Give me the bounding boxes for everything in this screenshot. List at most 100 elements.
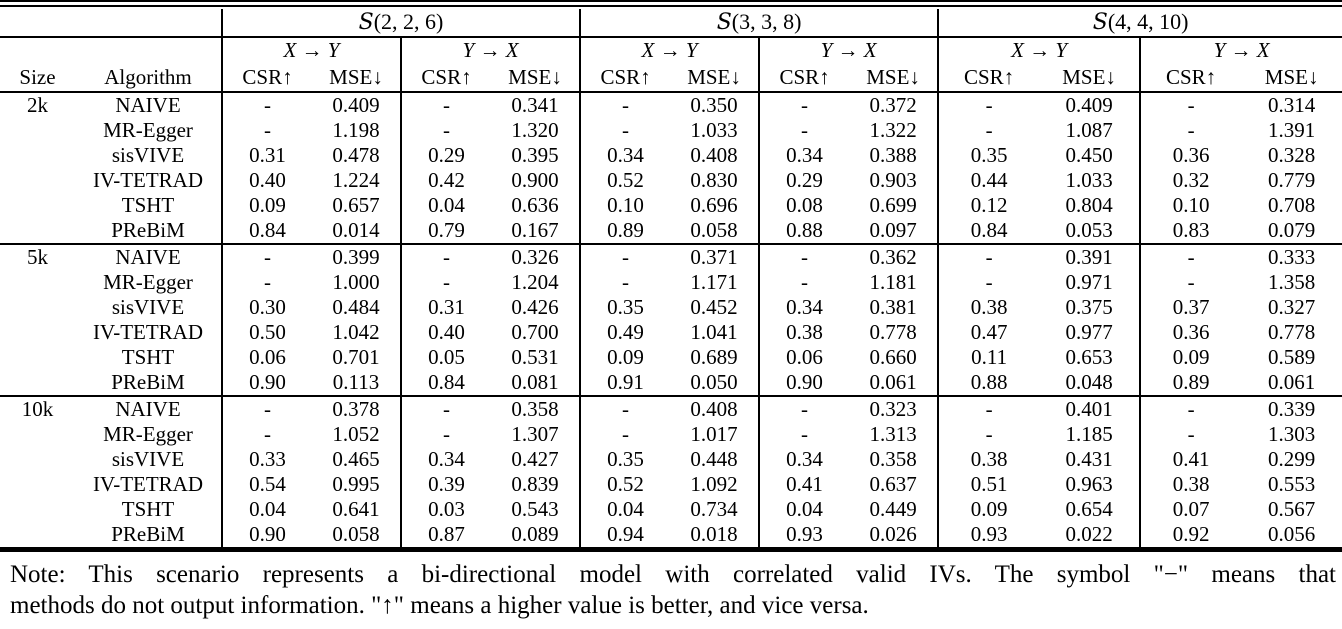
mse-cell: 0.900 — [511, 168, 559, 192]
mse-cell: 0.804 — [1065, 193, 1113, 217]
csr-cell: 0.07 — [1139, 497, 1242, 522]
mse-cell: 0.314 — [1267, 93, 1316, 117]
csr-cell: 0.05 — [400, 345, 491, 370]
mse-cell: 0.431 — [1065, 447, 1113, 471]
mse-cell: 0.050 — [670, 370, 760, 397]
table-row: MR-Egger -1.000-1.204-1.171-1.181-0.971-1… — [0, 270, 1342, 295]
mse-cell: 0.089 — [491, 522, 581, 549]
csr-cell: 0.11 — [937, 345, 1040, 370]
mse-cell: 0.903 — [869, 168, 917, 192]
csr-cell: 0.04 — [758, 497, 850, 522]
csr-cell: - — [937, 118, 1040, 143]
algorithm-cell: TSHT — [121, 345, 175, 369]
algorithm-cell: TSHT — [121, 497, 175, 521]
algorithm-cell: sisVIVE — [111, 447, 185, 471]
mse-cell: 0.654 — [1065, 497, 1113, 521]
mse-cell: 0.097 — [849, 218, 939, 245]
table-row: PReBiM 0.90 0.058 0.87 0.089 0.94 0.018 0.93 0.0… — [0, 522, 1342, 549]
size-cell — [0, 118, 75, 143]
csr-cell: - — [1139, 92, 1242, 118]
csr-cell: 0.42 — [400, 168, 491, 193]
csr-cell: - — [1139, 396, 1242, 422]
mse-cell: 0.399 — [332, 245, 380, 269]
mse-cell: 0.058 — [312, 522, 401, 549]
csr-cell: 0.06 — [221, 345, 312, 370]
csr-cell: 0.09 — [937, 497, 1040, 522]
csr-cell: 0.03 — [400, 497, 491, 522]
csr-cell: 0.09 — [1139, 345, 1242, 370]
csr-cell: - — [400, 270, 491, 295]
mse-cell: 0.830 — [690, 168, 738, 192]
mse-header: MSE↓ — [670, 63, 760, 93]
size-cell: 10k — [21, 397, 54, 421]
csr-cell: 0.84 — [221, 218, 312, 245]
algorithm-cell: sisVIVE — [111, 295, 185, 319]
size-cell — [0, 522, 75, 549]
mse-cell: 0.839 — [511, 472, 559, 496]
csr-cell: 0.40 — [221, 168, 312, 193]
mse-cell: 0.395 — [511, 143, 559, 167]
csr-cell: 0.93 — [758, 522, 850, 549]
mse-cell: 1.042 — [332, 320, 380, 344]
mse-cell: 0.339 — [1267, 397, 1316, 421]
direction-header-xy: X → Y — [579, 37, 760, 63]
mse-cell: 0.450 — [1065, 143, 1113, 167]
algorithm-column-header: Algorithm — [75, 63, 222, 93]
mse-cell: 1.391 — [1267, 118, 1316, 142]
mse-cell: 0.995 — [332, 472, 380, 496]
csr-cell: 0.12 — [937, 193, 1040, 218]
direction-header-yx: Y → X — [1139, 37, 1342, 63]
csr-cell: 0.52 — [579, 168, 671, 193]
csr-cell: 0.84 — [937, 218, 1040, 245]
csr-cell: 0.09 — [221, 193, 312, 218]
csr-cell: 0.31 — [400, 295, 491, 320]
mse-cell: 0.660 — [869, 345, 917, 369]
mse-cell: 1.224 — [332, 168, 380, 192]
csr-cell: - — [758, 422, 850, 447]
mse-cell: 0.689 — [690, 345, 738, 369]
mse-cell: 0.378 — [332, 397, 380, 421]
csr-cell: 0.94 — [579, 522, 671, 549]
csr-header: CSR↑ — [221, 63, 312, 93]
size-cell — [0, 143, 75, 168]
csr-cell: - — [221, 92, 312, 118]
csr-cell: 0.35 — [579, 447, 671, 472]
csr-cell: 0.49 — [579, 320, 671, 345]
mse-cell: 0.589 — [1267, 345, 1316, 369]
mse-cell: 0.653 — [1065, 345, 1113, 369]
algorithm-cell: IV-TETRAD — [92, 168, 204, 192]
mse-cell: 0.963 — [1065, 472, 1113, 496]
table-bottom-rule — [0, 549, 1342, 552]
mse-cell: 0.636 — [511, 193, 559, 217]
csr-cell: 0.39 — [400, 472, 491, 497]
mse-header: MSE↓ — [849, 63, 939, 93]
mse-cell: 0.448 — [690, 447, 738, 471]
csr-cell: - — [1139, 422, 1242, 447]
size-cell — [0, 320, 75, 345]
csr-cell: 0.41 — [758, 472, 850, 497]
mse-cell: 0.358 — [869, 447, 917, 471]
csr-cell: 0.29 — [400, 143, 491, 168]
csr-cell: 0.51 — [937, 472, 1040, 497]
mse-cell: 1.033 — [690, 118, 738, 142]
mse-cell: 0.391 — [1065, 245, 1113, 269]
mse-header: MSE↓ — [312, 63, 401, 93]
algorithm-cell: NAIVE — [115, 245, 181, 269]
mse-cell: 1.041 — [690, 320, 738, 344]
header-spacer — [0, 9, 222, 38]
table-row: 2k NAIVE -0.409-0.341-0.350-0.372-0.409-0.… — [0, 92, 1342, 118]
csr-header: CSR↑ — [1139, 63, 1242, 93]
csr-cell: - — [579, 270, 671, 295]
mse-cell: 0.371 — [690, 245, 738, 269]
mse-cell: 1.358 — [1267, 270, 1316, 294]
csr-cell: 0.89 — [1139, 370, 1242, 397]
scenario-args: (2, 2, 6) — [373, 9, 444, 34]
csr-cell: - — [937, 92, 1040, 118]
csr-cell: 0.29 — [758, 168, 850, 193]
note-line-1: Note: This scenario represents a bi-dire… — [10, 561, 1336, 588]
mse-cell: 1.320 — [511, 118, 559, 142]
csr-cell: 0.34 — [758, 143, 850, 168]
csr-cell: 0.31 — [221, 143, 312, 168]
mse-cell: 0.779 — [1267, 168, 1316, 192]
algorithm-cell: IV-TETRAD — [92, 320, 204, 344]
